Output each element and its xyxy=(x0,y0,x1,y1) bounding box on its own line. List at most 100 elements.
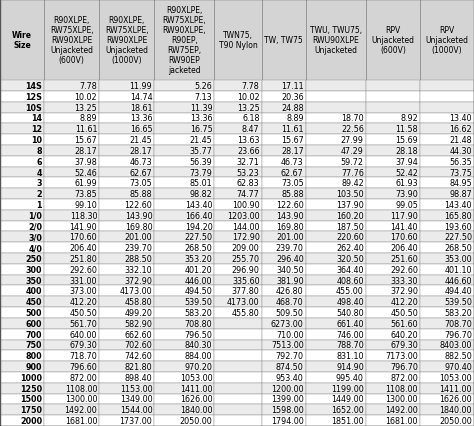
Bar xyxy=(0,275,44,286)
Bar xyxy=(155,404,214,415)
Bar xyxy=(99,103,155,113)
Bar xyxy=(262,221,306,232)
Bar xyxy=(262,92,306,103)
Bar xyxy=(262,156,306,167)
Bar xyxy=(262,253,306,264)
Text: 62.67: 62.67 xyxy=(129,168,152,177)
Text: 122.60: 122.60 xyxy=(125,201,152,210)
Text: 21.48: 21.48 xyxy=(449,136,472,145)
Bar xyxy=(44,351,99,361)
Bar xyxy=(306,167,366,178)
Bar xyxy=(44,0,99,81)
Bar xyxy=(262,113,306,124)
Bar xyxy=(44,415,99,426)
Text: 882.50: 882.50 xyxy=(444,351,472,360)
Text: RPV
Unjacketed
(1000V): RPV Unjacketed (1000V) xyxy=(426,26,468,55)
Text: 458.80: 458.80 xyxy=(125,297,152,306)
Text: 2/0: 2/0 xyxy=(28,222,42,231)
Text: 708.70: 708.70 xyxy=(444,319,472,328)
Bar xyxy=(366,404,420,415)
Text: 46.73: 46.73 xyxy=(130,157,152,166)
Text: 251.80: 251.80 xyxy=(70,254,97,263)
Text: 73.05: 73.05 xyxy=(281,179,304,188)
Bar xyxy=(262,394,306,404)
Bar xyxy=(420,103,474,113)
Bar xyxy=(155,167,214,178)
Bar xyxy=(155,92,214,103)
Text: 56.35: 56.35 xyxy=(449,157,472,166)
Bar xyxy=(99,329,155,340)
Bar xyxy=(306,253,366,264)
Bar xyxy=(99,0,155,81)
Text: 8.89: 8.89 xyxy=(80,114,97,123)
Text: 1851.00: 1851.00 xyxy=(331,416,364,425)
Text: 582.90: 582.90 xyxy=(125,319,152,328)
Text: 144.00: 144.00 xyxy=(232,222,260,231)
Text: 10S: 10S xyxy=(25,104,42,112)
Text: 6: 6 xyxy=(36,157,42,166)
Text: 583.20: 583.20 xyxy=(185,308,212,317)
Bar xyxy=(306,146,366,156)
Text: 74.77: 74.77 xyxy=(237,190,260,199)
Bar xyxy=(366,243,420,253)
Text: 796.70: 796.70 xyxy=(444,330,472,339)
Bar xyxy=(155,329,214,340)
Text: 288.50: 288.50 xyxy=(125,254,152,263)
Text: 1411.00: 1411.00 xyxy=(180,384,212,393)
Text: 85.01: 85.01 xyxy=(190,179,212,188)
Text: 1492.00: 1492.00 xyxy=(64,405,97,414)
Bar xyxy=(214,275,262,286)
Text: 539.50: 539.50 xyxy=(184,297,212,306)
Text: 56.39: 56.39 xyxy=(190,157,212,166)
Bar xyxy=(366,0,420,81)
Bar xyxy=(0,113,44,124)
Bar xyxy=(262,124,306,135)
Text: 400: 400 xyxy=(26,287,42,296)
Text: 600: 600 xyxy=(26,319,42,328)
Text: 85.88: 85.88 xyxy=(130,190,152,199)
Text: 872.00: 872.00 xyxy=(390,373,418,382)
Text: 499.20: 499.20 xyxy=(125,308,152,317)
Bar xyxy=(366,372,420,383)
Text: 160.20: 160.20 xyxy=(336,211,364,220)
Bar xyxy=(214,318,262,329)
Bar xyxy=(44,210,99,221)
Bar xyxy=(155,113,214,124)
Text: 1411.00: 1411.00 xyxy=(439,384,472,393)
Text: 2000: 2000 xyxy=(20,416,42,425)
Text: 37.98: 37.98 xyxy=(74,157,97,166)
Bar xyxy=(44,275,99,286)
Bar xyxy=(214,210,262,221)
Bar xyxy=(0,361,44,372)
Text: 468.70: 468.70 xyxy=(276,297,304,306)
Bar xyxy=(0,146,44,156)
Text: 1840.00: 1840.00 xyxy=(439,405,472,414)
Text: 89.42: 89.42 xyxy=(341,179,364,188)
Text: 821.80: 821.80 xyxy=(125,362,152,371)
Bar xyxy=(306,275,366,286)
Bar xyxy=(420,199,474,210)
Text: 1053.00: 1053.00 xyxy=(180,373,212,382)
Bar xyxy=(155,361,214,372)
Text: 1794.00: 1794.00 xyxy=(271,416,304,425)
Bar xyxy=(306,113,366,124)
Text: 143.90: 143.90 xyxy=(125,211,152,220)
Bar xyxy=(306,135,366,146)
Text: 300: 300 xyxy=(26,265,42,274)
Text: 4173.00: 4173.00 xyxy=(120,287,152,296)
Bar xyxy=(214,156,262,167)
Bar xyxy=(306,221,366,232)
Text: 498.40: 498.40 xyxy=(336,297,364,306)
Bar xyxy=(420,0,474,81)
Text: 53.23: 53.23 xyxy=(237,168,260,177)
Text: 172.90: 172.90 xyxy=(232,233,260,242)
Bar xyxy=(262,146,306,156)
Bar xyxy=(420,113,474,124)
Text: 73.85: 73.85 xyxy=(74,190,97,199)
Bar xyxy=(155,394,214,404)
Bar xyxy=(99,415,155,426)
Bar xyxy=(155,232,214,243)
Text: 2: 2 xyxy=(36,190,42,199)
Text: 99.10: 99.10 xyxy=(74,201,97,210)
Bar xyxy=(262,351,306,361)
